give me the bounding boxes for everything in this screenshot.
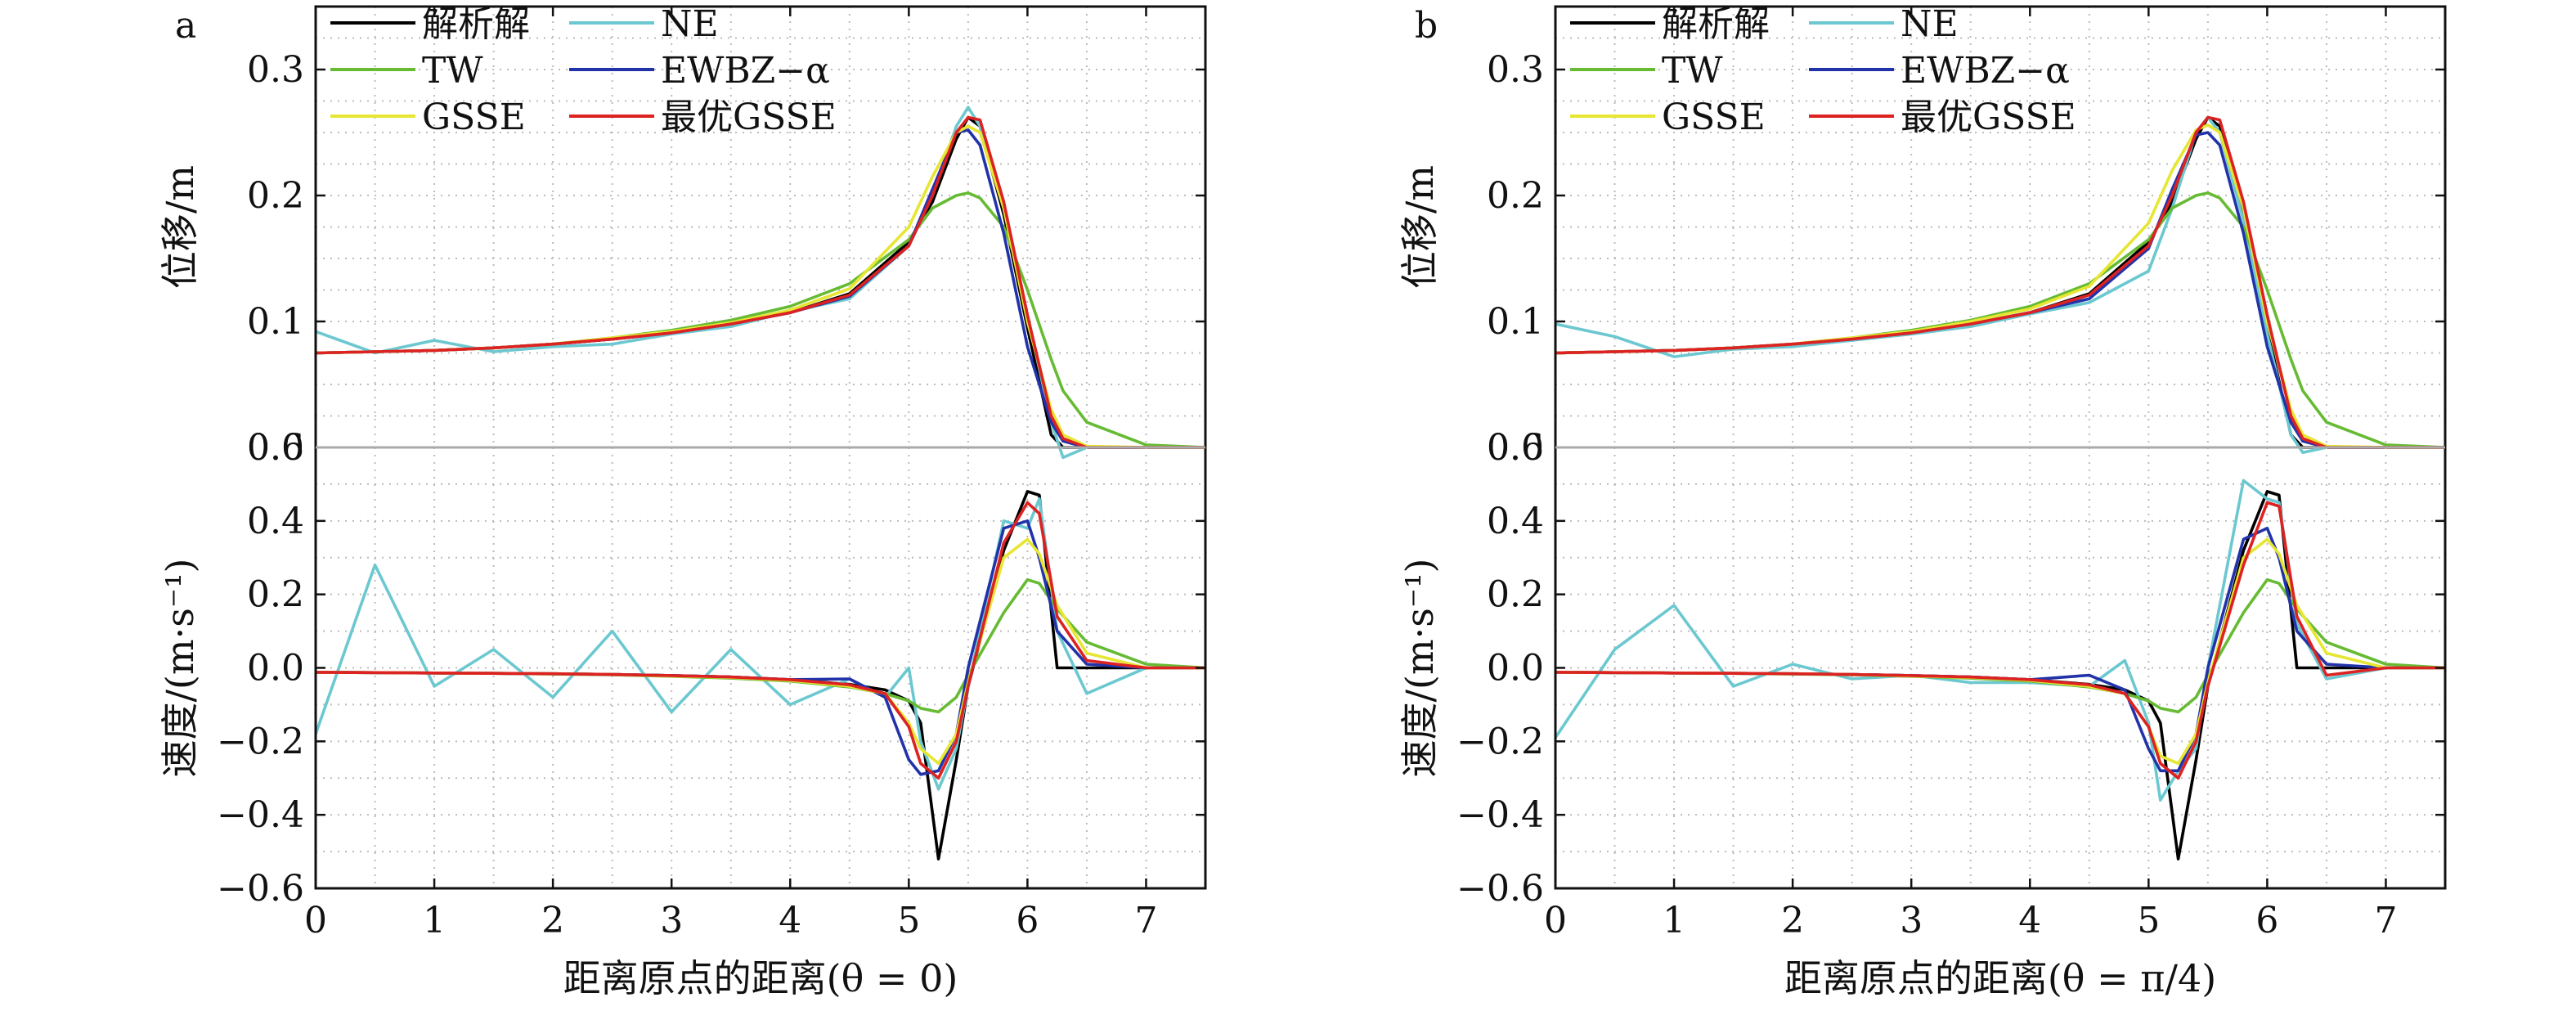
- y-axis-title: 位移/m: [158, 165, 202, 289]
- x-tick-label: 0: [304, 900, 327, 941]
- y-tick-label: −0.2: [1456, 721, 1544, 762]
- series-line-optimal-gsse: [1555, 501, 2445, 780]
- series-group: [314, 490, 1206, 860]
- x-tick-label: 2: [541, 900, 564, 941]
- y-tick-label: 0.2: [247, 574, 304, 616]
- x-axis-title: 距离原点的距离(θ = 0): [563, 956, 958, 1000]
- series-line-optimal-gsse: [315, 115, 1205, 449]
- y-axis-title: 位移/m: [1398, 165, 1442, 289]
- series-line-ne: [1555, 115, 2445, 455]
- x-tick-label: 2: [1781, 900, 1804, 941]
- y-tick-label: −0.4: [1456, 794, 1544, 836]
- legend-label: 最优GSSE: [1901, 97, 2076, 138]
- panel-a: 0.0 0.1 0.2 0.3 位移/m −0.6 −0.4 −0.2 0.0 0.2 0.4 0.6…: [158, 3, 1207, 1000]
- legend-label: NE: [1901, 3, 1959, 45]
- x-tick-label: 1: [423, 900, 446, 941]
- x-tick-label: 3: [660, 900, 683, 941]
- series-group: [315, 106, 1206, 460]
- panel-b: 0.0 0.1 0.2 0.3 位移/m −0.6 −0.4 −0.2 0.0 0.2 0.4 0.6…: [1398, 3, 2447, 1000]
- x-tick-label: 5: [2137, 900, 2160, 941]
- legend-label: EWBZ−α: [1901, 50, 2070, 92]
- y-tick-label: 0.2: [247, 175, 304, 217]
- subplot-top: 0.0 0.1 0.2 0.3 位移/m: [158, 6, 1206, 469]
- x-tick-label: 4: [2018, 900, 2041, 941]
- y-tick-label: 0.3: [247, 49, 304, 91]
- y-tick-label: 0.0: [247, 427, 304, 469]
- y-axis-title: 速度/(m·s⁻¹): [158, 559, 202, 778]
- legend-label: 解析解: [1662, 3, 1770, 45]
- legend-label: GSSE: [1662, 97, 1766, 138]
- x-tick-label: 0: [1544, 900, 1567, 941]
- series-line-optimal-gsse: [1555, 115, 2445, 449]
- y-tick-label: −0.6: [1456, 868, 1544, 910]
- y-axis-title: 速度/(m·s⁻¹): [1398, 559, 1442, 778]
- legend-label: 最优GSSE: [661, 97, 837, 138]
- legend: 解析解 NE TW EWBZ−α GSSE 最优GSSE: [1570, 3, 2076, 138]
- series-group: [1555, 115, 2446, 455]
- legend-label: GSSE: [422, 97, 526, 138]
- y-tick-label: 0.0: [1487, 648, 1544, 690]
- x-tick-label: 6: [1016, 900, 1039, 941]
- panel-label: a: [175, 5, 196, 47]
- subplot-top: 0.0 0.1 0.2 0.3 位移/m: [1398, 6, 2446, 469]
- legend-label: NE: [661, 3, 719, 45]
- y-tick-label: −0.2: [217, 721, 304, 762]
- y-tick-label: 0.3: [1487, 49, 1544, 91]
- x-tick-label: 7: [1134, 900, 1157, 941]
- y-tick-label: 0.4: [1487, 501, 1544, 542]
- y-tick-label: 0.4: [247, 501, 304, 542]
- x-tick-label: 1: [1663, 900, 1685, 941]
- series-group: [1554, 479, 2446, 860]
- series-line-optimal-gsse: [315, 501, 1205, 780]
- y-tick-label: 0.6: [247, 427, 304, 469]
- x-tick-label: 3: [1900, 900, 1923, 941]
- legend-label: EWBZ−α: [661, 50, 830, 92]
- panel-label: b: [1415, 5, 1438, 47]
- x-axis-title: 距离原点的距离(θ = π/4): [1784, 956, 2216, 1000]
- y-tick-label: −0.4: [217, 794, 304, 836]
- legend-label: TW: [422, 50, 483, 92]
- y-tick-label: 0.6: [1487, 427, 1544, 469]
- legend-label: 解析解: [422, 3, 530, 45]
- y-tick-label: 0.1: [247, 301, 304, 343]
- x-tick-label: 6: [2255, 900, 2278, 941]
- x-tick-label: 5: [897, 900, 920, 941]
- y-tick-label: 0.0: [1487, 427, 1544, 469]
- legend-label: TW: [1662, 50, 1723, 92]
- x-tick-label: 4: [779, 900, 801, 941]
- x-tick-label: 7: [2374, 900, 2397, 941]
- y-tick-label: 0.2: [1487, 175, 1544, 217]
- subplot-bottom: −0.6 −0.4 −0.2 0.0 0.2 0.4 0.6 速度/(m·s⁻¹): [158, 427, 1206, 910]
- y-tick-label: 0.0: [247, 648, 304, 690]
- y-tick-label: 0.2: [1487, 574, 1544, 616]
- y-tick-label: 0.1: [1487, 301, 1544, 343]
- legend: 解析解 NE TW EWBZ−α GSSE 最优GSSE: [330, 3, 837, 138]
- y-tick-label: −0.6: [217, 868, 304, 910]
